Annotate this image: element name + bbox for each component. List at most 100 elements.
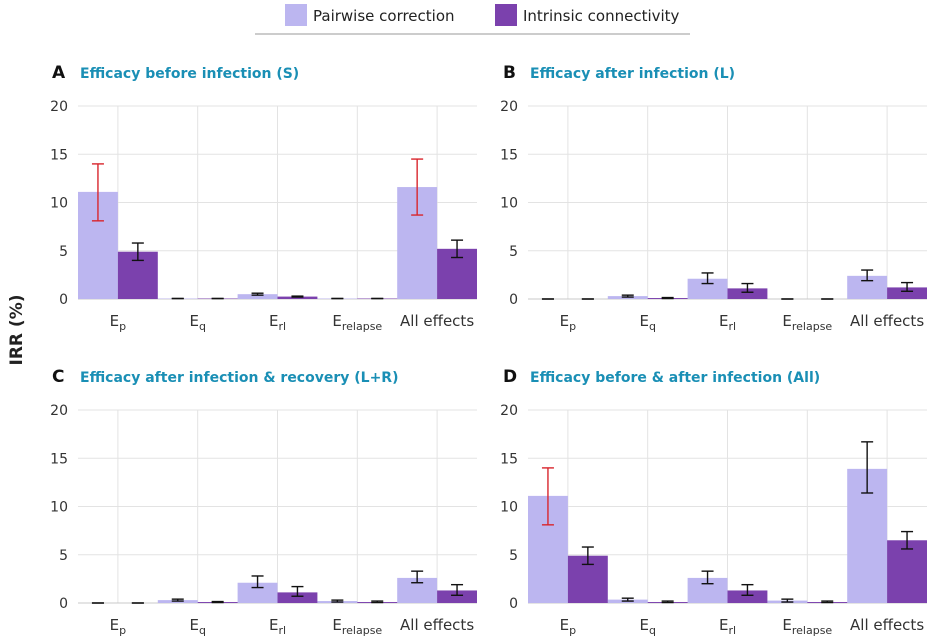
bar-intrinsic — [727, 590, 768, 603]
x-tick-label: Ep — [560, 616, 576, 637]
y-tick-label: 5 — [59, 244, 68, 260]
x-tick-label: Ep — [560, 312, 576, 333]
panel-title: Efficacy before infection (S) — [80, 66, 299, 82]
panel-letter: C — [52, 367, 64, 387]
error-bar — [291, 585, 304, 597]
y-tick-label: 0 — [509, 292, 518, 308]
panel-title: Efficacy before & after infection (All) — [530, 370, 820, 386]
bar-pairwise — [237, 294, 278, 299]
x-tick-label: Erl — [719, 312, 736, 333]
error-bar — [901, 530, 914, 550]
y-tick-label: 20 — [50, 99, 68, 115]
y-tick-label: 10 — [500, 196, 518, 212]
x-tick-label: Ep — [110, 312, 126, 333]
y-tick-label: 5 — [59, 548, 68, 564]
x-tick-label: Ep — [110, 616, 126, 637]
error-bar — [741, 583, 754, 596]
error-bar — [211, 600, 224, 604]
y-tick-label: 0 — [509, 596, 518, 612]
panel-letter: B — [503, 63, 516, 83]
legend-label-pairwise: Pairwise correction — [313, 7, 455, 25]
y-tick-label: 15 — [500, 451, 518, 467]
x-tick-label: Erelapse — [332, 616, 382, 637]
error-bar — [251, 575, 264, 589]
error-bar — [251, 292, 264, 296]
error-bar — [661, 600, 674, 604]
error-bar — [451, 239, 464, 259]
x-tick-label: All effects — [400, 616, 474, 634]
y-tick-label: 20 — [500, 99, 518, 115]
panel-letter: D — [503, 367, 517, 387]
panel-title: Efficacy after infection (L) — [530, 66, 735, 82]
y-tick-label: 10 — [500, 500, 518, 516]
error-bar — [291, 295, 304, 298]
panel-letter: A — [52, 63, 66, 83]
legend-label-intrinsic: Intrinsic connectivity — [523, 7, 680, 25]
error-bar — [91, 163, 104, 222]
bar-pairwise — [237, 582, 278, 603]
error-bar — [621, 597, 634, 602]
x-tick-label: Erl — [719, 616, 736, 637]
bar-pairwise — [847, 275, 888, 299]
error-bar — [171, 598, 184, 602]
panel-d: D Efficacy before & after infection (All… — [500, 367, 927, 637]
bar-intrinsic — [887, 287, 927, 299]
error-bar — [701, 570, 714, 585]
error-bar — [741, 282, 754, 293]
x-tick-label: All effects — [850, 312, 924, 330]
error-bar — [701, 272, 714, 285]
panel-a: A Efficacy before infection (S) 0 5 10 15 20… — [50, 63, 477, 333]
error-bar — [451, 583, 464, 596]
bar-pairwise — [687, 278, 728, 299]
error-bar — [661, 296, 674, 300]
error-bar — [781, 598, 794, 603]
bar-intrinsic — [277, 592, 318, 603]
y-tick-label: 10 — [50, 500, 68, 516]
y-tick-label: 15 — [500, 147, 518, 163]
y-tick-label: 20 — [500, 403, 518, 419]
error-bar — [411, 570, 424, 584]
bar-intrinsic — [437, 590, 477, 603]
error-bar — [411, 158, 424, 216]
panel-title: Efficacy after infection & recovery (L+R… — [80, 370, 398, 386]
x-tick-label: Erl — [269, 312, 286, 333]
x-tick-label: Eq — [189, 616, 205, 637]
error-bar — [541, 467, 554, 526]
bar-intrinsic — [887, 540, 927, 603]
error-bar — [621, 294, 634, 298]
x-tick-label: Eq — [639, 616, 655, 637]
y-tick-label: 15 — [50, 147, 68, 163]
x-tick-label: Eq — [189, 312, 205, 333]
y-tick-label: 0 — [59, 292, 68, 308]
error-bar — [861, 269, 874, 282]
error-bar — [331, 599, 344, 603]
y-axis-label: IRR (%) — [7, 295, 27, 366]
x-tick-label: Eq — [639, 312, 655, 333]
y-tick-label: 0 — [59, 596, 68, 612]
x-tick-label: All effects — [400, 312, 474, 330]
error-bar — [861, 441, 874, 494]
y-tick-label: 20 — [50, 403, 68, 419]
x-tick-label: All effects — [850, 616, 924, 634]
panel-c: C Efficacy after infection & recovery (L… — [50, 367, 477, 637]
error-bar — [131, 242, 144, 262]
y-tick-label: 5 — [509, 244, 518, 260]
bar-intrinsic — [277, 296, 318, 299]
legend: Pairwise correction Intrinsic connectivi… — [255, 4, 690, 35]
bar-intrinsic — [727, 288, 768, 299]
legend-swatch-pairwise — [285, 4, 307, 26]
x-tick-label: Erelapse — [782, 312, 832, 333]
y-tick-label: 5 — [509, 548, 518, 564]
error-bar — [371, 600, 384, 604]
error-bar — [821, 600, 834, 604]
legend-swatch-intrinsic — [495, 4, 517, 26]
error-bar — [581, 546, 594, 566]
y-tick-label: 10 — [50, 196, 68, 212]
x-tick-label: Erelapse — [332, 312, 382, 333]
panel-b: B Efficacy after infection (L) 0 5 10 15 20 E… — [500, 63, 927, 333]
x-tick-label: Erelapse — [782, 616, 832, 637]
error-bar — [901, 281, 914, 292]
x-tick-label: Erl — [269, 616, 286, 637]
y-tick-label: 15 — [50, 451, 68, 467]
